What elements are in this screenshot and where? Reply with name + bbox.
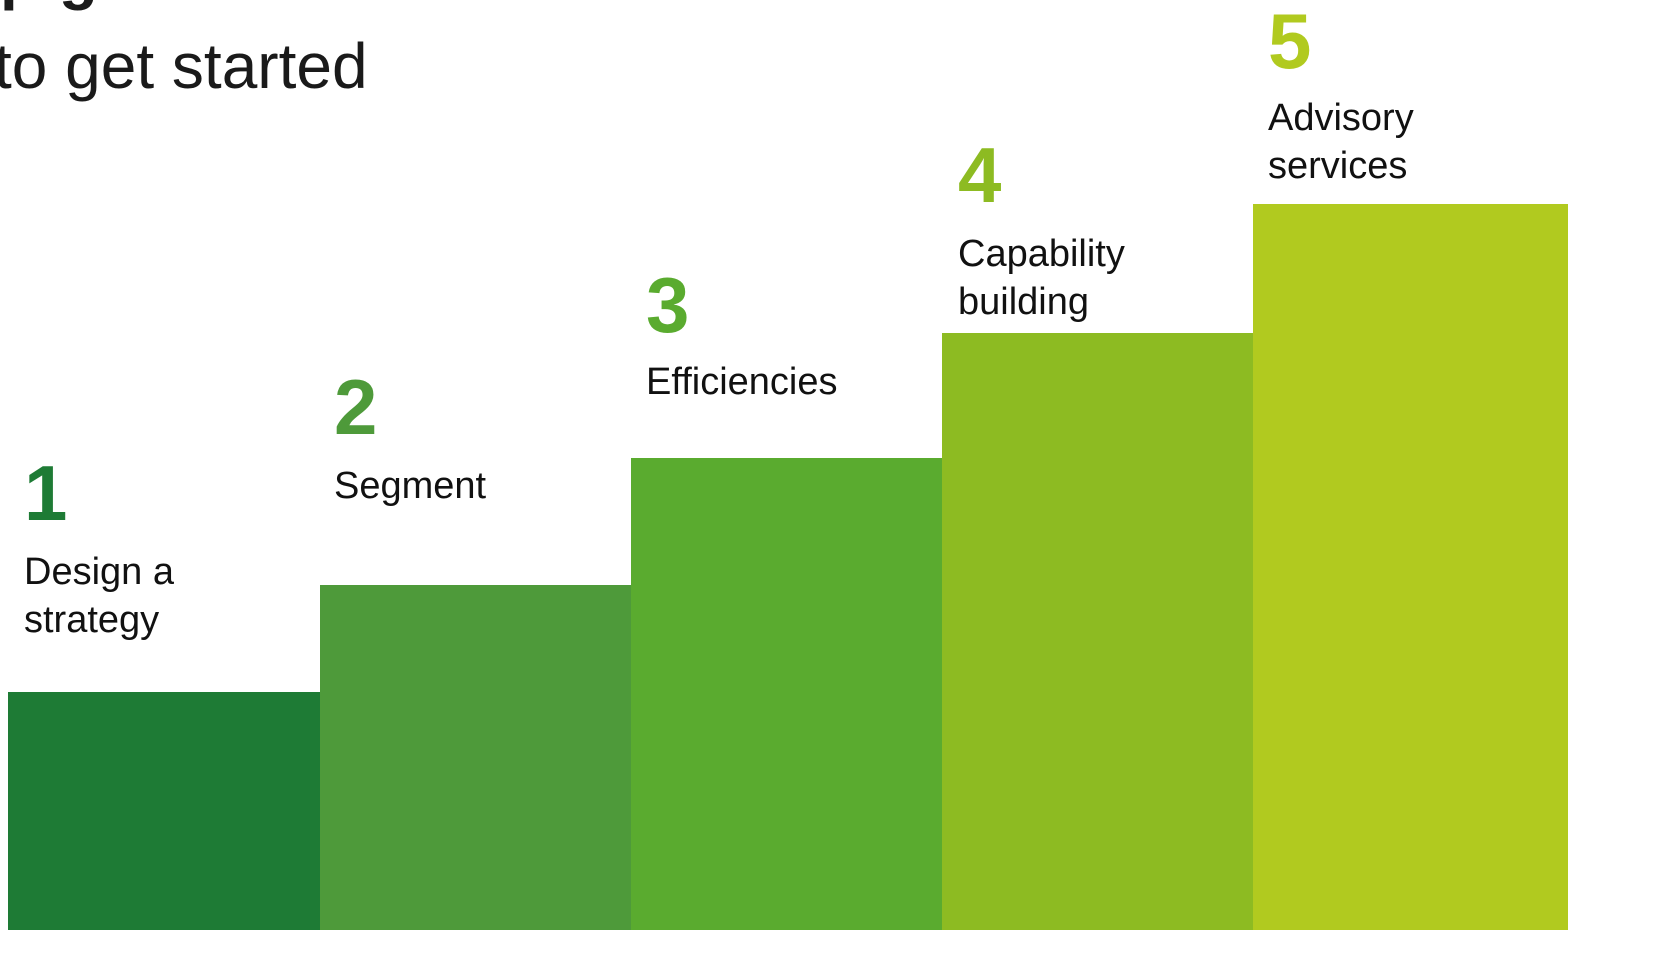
step-3-number: 3 (646, 261, 690, 349)
step-5-block (1253, 204, 1568, 930)
step-1-label: Design a strategy (24, 551, 174, 641)
page-title-fragment: p g (0, 0, 360, 12)
step-2-label: Segment (334, 465, 487, 507)
step-2-block (320, 585, 631, 930)
step-2-number: 2 (334, 363, 378, 451)
step-1-block (8, 692, 320, 930)
step-1-number: 1 (24, 449, 68, 537)
step-4-block (942, 333, 1253, 930)
step-5-number: 5 (1268, 0, 1312, 85)
step-3-block (631, 458, 942, 930)
step-4-number: 4 (958, 131, 1002, 219)
step-5-label: Advisory services (1268, 97, 1414, 187)
step-4-label: Capability building (958, 233, 1125, 323)
page-subtitle: to get started (0, 30, 368, 102)
step-3-label: Efficiencies (646, 361, 838, 403)
page-title-text: p g (0, 0, 99, 12)
